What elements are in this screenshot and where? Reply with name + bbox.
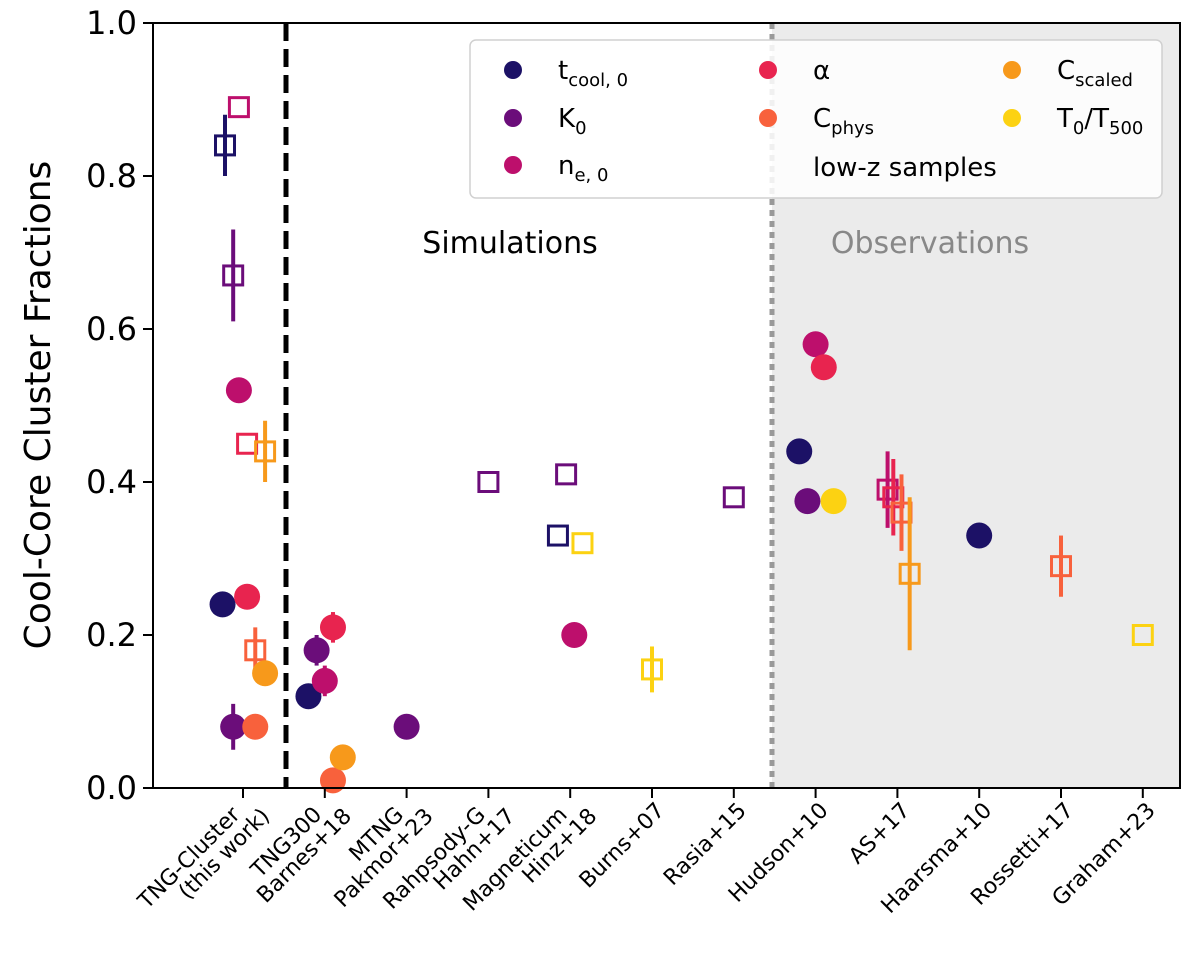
data-point-square-ne0 xyxy=(227,96,250,119)
data-point-circle-alpha xyxy=(319,614,346,641)
legend-marker-alpha xyxy=(759,61,777,79)
legend-label-T0: T0/T500 xyxy=(1056,104,1143,139)
y-tick-label: 0.8 xyxy=(86,157,137,195)
observations-label: Observations xyxy=(831,226,1029,261)
y-tick-label: 0.2 xyxy=(86,616,137,654)
data-point-square-K0 xyxy=(555,463,578,486)
legend-box xyxy=(469,39,1163,199)
data-point-circle-alpha xyxy=(810,354,837,381)
simulations-label: Simulations xyxy=(422,226,597,261)
data-point-circle-ne0 xyxy=(311,667,338,694)
data-point-circle-K0 xyxy=(393,713,420,740)
data-point-circle-K0 xyxy=(794,488,821,515)
y-tick-label: 0.4 xyxy=(86,463,137,501)
data-point-circle-ne0 xyxy=(561,622,588,648)
x-tick-label-line1: AS+17 xyxy=(844,798,915,869)
y-axis-title: Cool-Core Cluster Fractions xyxy=(18,161,59,650)
y-tick-label: 0.6 xyxy=(86,310,137,348)
legend-label-ne0: ne, 0 xyxy=(558,151,608,186)
data-point-square-T0 xyxy=(1131,624,1154,646)
legend-marker-K0 xyxy=(504,109,522,127)
plot-frame xyxy=(152,22,1181,789)
data-point-circle-T0 xyxy=(820,488,847,515)
data-point-square-tcool xyxy=(214,134,237,157)
legend-label-Cscaled: Cscaled xyxy=(1057,56,1133,91)
data-point-circle-Cscaled xyxy=(252,660,279,687)
legend-marker-tcool xyxy=(504,61,522,79)
data-marks xyxy=(209,96,1154,794)
y-tick-label: 1.0 xyxy=(86,4,137,42)
data-point-circle-tcool xyxy=(786,438,813,465)
legend-label-K0: K0 xyxy=(558,104,587,139)
legend-label-Cphys: Cphys xyxy=(813,104,874,139)
legend-marker-ne0 xyxy=(504,156,522,174)
x-tick-label-8: AS+17 xyxy=(844,798,915,869)
legend-label-tcool: tcool, 0 xyxy=(558,56,628,91)
data-point-square-K0 xyxy=(477,471,500,493)
data-point-square-Cscaled xyxy=(898,562,921,585)
data-point-square-K0 xyxy=(722,486,745,509)
data-point-square-Cscaled xyxy=(254,440,277,463)
data-point-circle-Cscaled xyxy=(329,744,356,771)
legend-marker-Cscaled xyxy=(1003,61,1021,79)
data-point-square-ne0 xyxy=(876,478,899,501)
data-point-square-alpha xyxy=(236,432,259,455)
data-point-square-tcool xyxy=(546,524,569,547)
data-point-circle-Cphys xyxy=(319,767,346,794)
data-point-square-Cphys xyxy=(1050,555,1072,578)
legend-marker-Cphys xyxy=(759,109,777,127)
data-point-circle-tcool xyxy=(209,591,236,618)
data-point-square-K0 xyxy=(222,264,245,287)
data-point-circle-ne0 xyxy=(802,331,829,358)
data-point-square-Cphys xyxy=(244,639,267,662)
data-point-circle-K0 xyxy=(220,713,247,740)
legend: tcool, 0 K0 ne, 0 α Cphys Cscaled T0/T500 low-z… xyxy=(469,39,1163,199)
data-point-square-T0 xyxy=(571,532,594,555)
data-point-circle-tcool xyxy=(966,522,993,549)
data-point-circle-K0 xyxy=(303,637,330,664)
data-point-square-T0 xyxy=(641,658,663,681)
legend-note: low-z samples xyxy=(813,153,997,183)
data-point-circle-tcool xyxy=(295,683,322,710)
data-point-circle-Cphys xyxy=(242,713,269,740)
legend-marker-T0 xyxy=(1003,109,1021,127)
data-point-circle-alpha xyxy=(234,583,261,610)
legend-label-alpha: α xyxy=(813,56,830,86)
y-tick-label: 0.0 xyxy=(86,769,137,807)
data-point-circle-ne0 xyxy=(225,377,252,404)
